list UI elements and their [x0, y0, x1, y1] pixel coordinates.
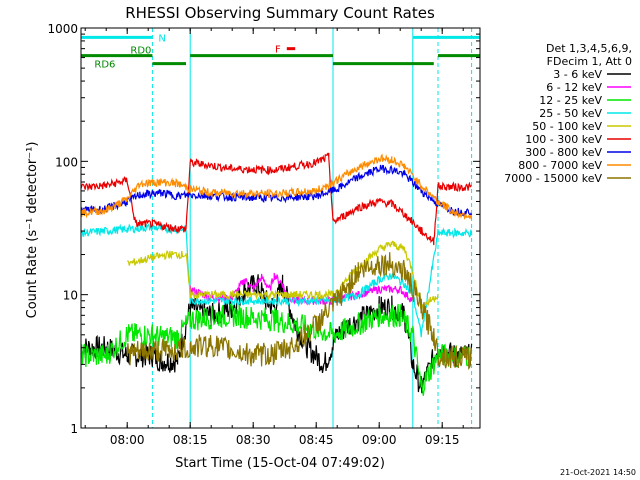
timestamp: 21-Oct-2021 14:50	[560, 468, 636, 477]
x-axis-label: Start Time (15-Oct-04 07:49:02)	[175, 456, 385, 471]
legend-entry-7: 800 - 7000 keV	[518, 159, 602, 172]
series-line-6	[80, 164, 473, 217]
y-tick-label-2: 100	[55, 155, 78, 169]
x-tick-label-2: 08:30	[236, 433, 271, 447]
legend-entry-0: 3 - 6 keV	[553, 68, 602, 81]
plot-frame	[80, 27, 481, 429]
x-tick-label-4: 09:00	[362, 433, 397, 447]
x-tick-label-5: 09:15	[425, 433, 460, 447]
legend-entry-3: 25 - 50 keV	[539, 107, 602, 120]
y-tick-label-1: 10	[63, 289, 78, 303]
x-tick-label-3: 08:45	[299, 433, 334, 447]
legend-entry-5: 100 - 300 keV	[525, 133, 602, 146]
series-lines	[80, 152, 473, 396]
y-axis-ticks: 1 10 100 1000	[47, 22, 480, 436]
x-axis-ticks: 08:00 08:15 08:30 08:45 09:00 09:15	[84, 28, 464, 447]
flag-label-1: RD0	[130, 46, 151, 57]
flag-label-0: N	[158, 33, 165, 44]
legend-entry-6: 300 - 800 keV	[525, 146, 602, 159]
legend-header-0: Det 1,3,4,5,6,9,	[546, 42, 632, 55]
series-line-7	[80, 153, 473, 220]
y-tick-label-0: 1	[70, 422, 78, 436]
chart-title: RHESSI Observing Summary Count Rates	[125, 4, 435, 22]
flag-bars: N RD0 RD6 F	[81, 33, 480, 71]
y-axis-label: Count Rate (s⁻¹ detector⁻¹)	[25, 142, 40, 319]
legend-header-1: FDecim 1, Att 0	[547, 55, 632, 68]
x-tick-label-0: 08:00	[110, 433, 145, 447]
legend-entry-2: 12 - 25 keV	[539, 94, 602, 107]
y-tick-label-3: 1000	[47, 22, 78, 36]
legend-entry-4: 50 - 100 keV	[532, 120, 602, 133]
series-line-8	[126, 252, 472, 370]
legend: Det 1,3,4,5,6,9,FDecim 1, Att 03 - 6 keV…	[504, 42, 632, 185]
series-line-2	[80, 302, 473, 396]
x-tick-label-1: 08:15	[173, 433, 208, 447]
legend-entry-1: 6 - 12 keV	[546, 81, 602, 94]
series-line-5	[80, 152, 472, 246]
flag-label-2: RD6	[94, 60, 115, 71]
flag-label-3: F	[275, 45, 281, 56]
series-line-3	[80, 222, 473, 338]
legend-entry-8: 7000 - 15000 keV	[504, 172, 602, 185]
series-line-4	[127, 240, 439, 314]
